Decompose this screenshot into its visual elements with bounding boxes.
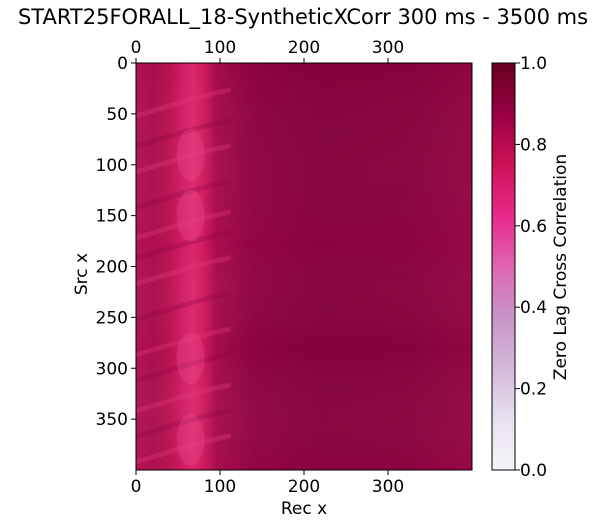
x-tick-label-top: 100 (204, 38, 236, 58)
x-tick-label: 100 (204, 477, 236, 497)
heatmap-streak (136, 209, 232, 241)
heatmap-streak (136, 351, 232, 383)
heatmap-streak (136, 326, 232, 358)
x-tick-label: 300 (372, 477, 404, 497)
colorbar-tick-label: 0.8 (520, 135, 547, 155)
heatmap-streak (136, 382, 232, 414)
y-axis: 0 50 100 150 200 250 300 350 (96, 54, 136, 430)
colorbar-label: Zero Lag Cross Correlation (551, 154, 571, 380)
x-tick-label-top: 200 (288, 38, 320, 58)
colorbar (491, 62, 516, 471)
colorbar-tick-label: 0.4 (520, 298, 547, 318)
colorbar-axis: 0.0 0.2 0.4 0.6 0.8 1.0 (515, 54, 547, 481)
y-tick-label: 50 (106, 105, 128, 125)
y-tick-label: 150 (96, 207, 128, 227)
y-tick-label: 200 (96, 258, 128, 278)
x-tick-label: 200 (288, 477, 320, 497)
x-tick-label-top: 0 (131, 38, 142, 58)
x-tick-label-top: 300 (372, 38, 404, 58)
y-tick-label: 300 (96, 359, 128, 379)
heatmap-streak (136, 407, 232, 439)
colorbar-tick-label: 0.6 (520, 217, 547, 237)
heatmap-streak (136, 290, 232, 322)
y-tick-label: 350 (96, 410, 128, 430)
y-tick-label: 100 (96, 156, 128, 176)
heatmap-streak (136, 255, 232, 287)
heatmap-streak (136, 178, 232, 210)
heatmap-streak (136, 87, 232, 119)
chart-title: START25FORALL_18-SyntheticXCorr 300 ms -… (18, 5, 588, 30)
heatmap-bright-patch (176, 332, 205, 385)
colorbar-tick-label: 0.0 (520, 461, 547, 481)
x-axis-top: 0 100 200 300 (131, 38, 404, 63)
y-tick-label: 250 (96, 308, 128, 328)
x-axis-bottom: 0 100 200 300 (131, 470, 404, 497)
heatmap-vertical-shade (136, 63, 472, 470)
heatmap-bright-patch (176, 128, 205, 181)
heatmap-streak (136, 229, 232, 261)
colorbar-tick-label: 1.0 (520, 54, 547, 74)
colorbar-tick-label: 0.2 (520, 380, 547, 400)
heatmap-bright-patch (176, 413, 205, 466)
heatmap-bright-patch (176, 189, 205, 242)
heatmap-area (136, 63, 472, 470)
y-tick-label: 0 (117, 54, 128, 74)
heatmap-streak (136, 433, 232, 465)
heatmap-streak (136, 143, 232, 175)
heatmap-streak (136, 117, 232, 149)
heatmap-streaks (136, 87, 232, 466)
y-axis-label: Src x (72, 253, 92, 295)
x-tick-label: 0 (131, 477, 142, 497)
x-axis-label: Rec x (281, 499, 327, 519)
